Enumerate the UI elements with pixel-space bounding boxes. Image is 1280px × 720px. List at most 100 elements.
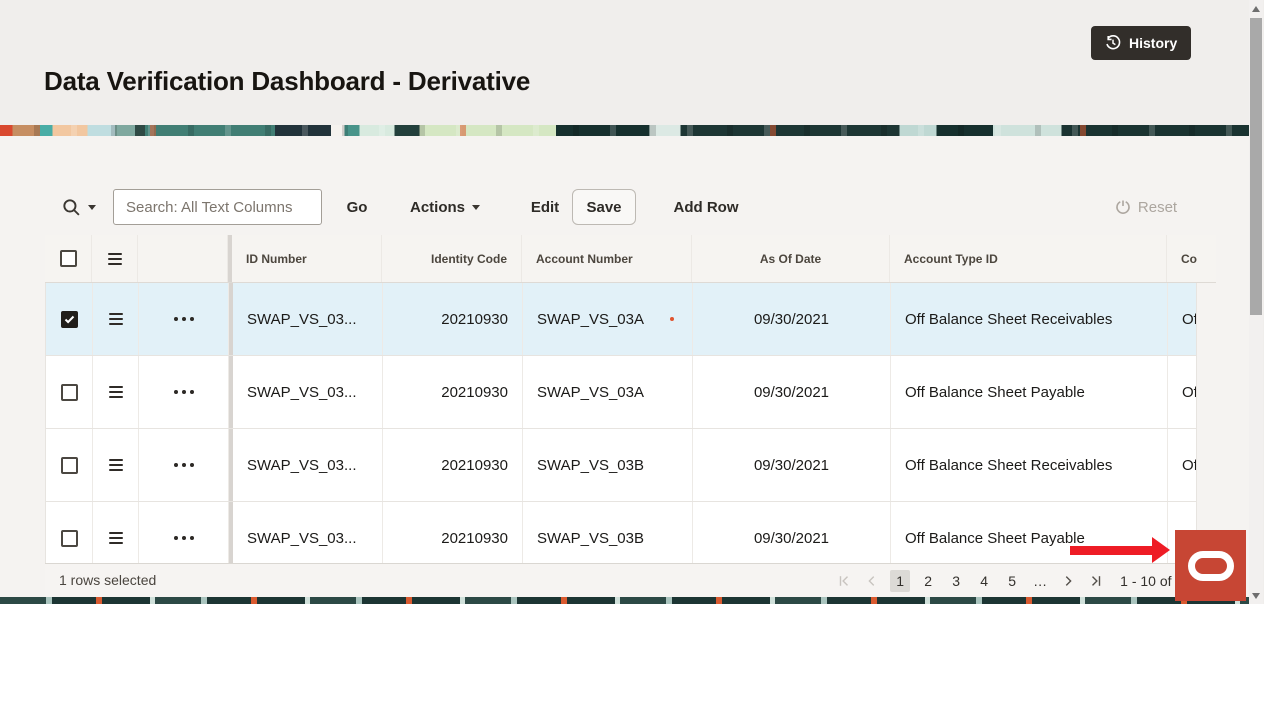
go-button[interactable]: Go bbox=[332, 189, 382, 225]
row-actions-cell bbox=[139, 502, 229, 563]
actions-button-label: Actions bbox=[409, 198, 465, 216]
cell-identity-code[interactable]: 20210930 bbox=[383, 502, 523, 563]
cell-account-number[interactable]: SWAP_VS_03B bbox=[523, 429, 693, 501]
row-select-cell bbox=[46, 283, 93, 355]
cell-account-type-id[interactable]: Off Balance Sheet Payable bbox=[891, 356, 1168, 428]
row-menu-icon[interactable] bbox=[108, 459, 123, 471]
row-actions-icon[interactable] bbox=[173, 317, 194, 321]
cell-as-of-date[interactable]: 09/30/2021 bbox=[693, 502, 891, 563]
row-actions-cell bbox=[139, 283, 229, 355]
row-checkbox[interactable] bbox=[60, 310, 78, 328]
cell-account-type-id[interactable]: Off Balance Sheet Receivables bbox=[891, 283, 1168, 355]
row-actions-cell bbox=[139, 356, 229, 428]
caret-down-icon bbox=[472, 204, 480, 210]
search-options-button[interactable] bbox=[57, 189, 101, 225]
row-checkbox[interactable] bbox=[60, 456, 78, 474]
row-menu-icon bbox=[107, 252, 122, 265]
row-menu-header-cell bbox=[92, 235, 138, 282]
history-icon bbox=[1105, 35, 1121, 51]
table-row[interactable]: SWAP_VS_03... 20210930 SWAP_VS_03A 09/30… bbox=[46, 283, 1196, 356]
row-actions-icon[interactable] bbox=[173, 390, 194, 394]
cell-co[interactable]: Of bbox=[1182, 456, 1197, 474]
row-menu-icon[interactable] bbox=[108, 532, 123, 544]
cell-identity-code[interactable]: 20210930 bbox=[383, 356, 523, 428]
pagination-page-3[interactable]: 3 bbox=[946, 570, 966, 592]
cell-co[interactable]: Of bbox=[1182, 383, 1197, 401]
pagination-page-2[interactable]: 2 bbox=[918, 570, 938, 592]
table-header-row: ID Number Identity Code Account Number A… bbox=[45, 235, 1197, 283]
scrollbar-up-button[interactable] bbox=[1249, 0, 1263, 17]
edit-button[interactable]: Edit bbox=[515, 189, 575, 225]
row-actions-icon[interactable] bbox=[173, 536, 194, 540]
row-select-cell bbox=[46, 502, 93, 563]
row-checkbox[interactable] bbox=[60, 529, 78, 547]
pagination-next-button[interactable] bbox=[1058, 570, 1078, 592]
scrollbar-thumb[interactable] bbox=[1250, 18, 1262, 315]
actions-button[interactable]: Actions bbox=[401, 189, 489, 225]
pagination-last-button[interactable] bbox=[1086, 570, 1106, 592]
row-actions-cell bbox=[139, 429, 229, 501]
select-all-checkbox[interactable] bbox=[59, 250, 77, 267]
row-menu-icon[interactable] bbox=[108, 313, 123, 325]
table-row[interactable]: SWAP_VS_03... 20210930 SWAP_VS_03A 09/30… bbox=[46, 356, 1196, 429]
cell-as-of-date[interactable]: 09/30/2021 bbox=[693, 283, 891, 355]
column-header-account-number[interactable]: Account Number bbox=[522, 235, 692, 282]
column-header-identity-code[interactable]: Identity Code bbox=[382, 235, 522, 282]
oracle-assistant-widget[interactable] bbox=[1175, 530, 1246, 601]
browser-viewport: Data Verification Dashboard - Derivative… bbox=[0, 0, 1264, 604]
table-body: SWAP_VS_03... 20210930 SWAP_VS_03A 09/30… bbox=[45, 283, 1197, 563]
cell-account-number-text: SWAP_VS_03A bbox=[537, 310, 644, 328]
column-header-as-of-date[interactable]: As Of Date bbox=[692, 235, 890, 282]
cell-id-number[interactable]: SWAP_VS_03... bbox=[233, 502, 383, 563]
pagination-prev-button[interactable] bbox=[862, 570, 882, 592]
cell-account-type-id[interactable]: Off Balance Sheet Payable bbox=[891, 502, 1168, 563]
cell-account-number[interactable]: SWAP_VS_03B bbox=[523, 502, 693, 563]
frozen-column-separator bbox=[229, 283, 233, 355]
pagination-page-5[interactable]: 5 bbox=[1002, 570, 1022, 592]
column-header-account-type-id[interactable]: Account Type ID bbox=[890, 235, 1167, 282]
cell-as-of-date[interactable]: 09/30/2021 bbox=[693, 429, 891, 501]
pagination-page-4[interactable]: 4 bbox=[974, 570, 994, 592]
grid-toolbar: Go Actions Edit Save Add Row Reset bbox=[45, 180, 1197, 235]
reset-icon bbox=[1115, 199, 1131, 215]
search-input[interactable] bbox=[113, 189, 322, 225]
cell-identity-code[interactable]: 20210930 bbox=[383, 429, 523, 501]
pagination-page-1[interactable]: 1 bbox=[890, 570, 911, 592]
cell-id-number[interactable]: SWAP_VS_03... bbox=[233, 356, 383, 428]
caret-down-icon bbox=[88, 204, 96, 210]
cell-id-number[interactable]: SWAP_VS_03... bbox=[233, 429, 383, 501]
row-drag-cell bbox=[93, 356, 139, 428]
pagination-first-button[interactable] bbox=[834, 570, 854, 592]
arrow-up-icon bbox=[1252, 5, 1260, 12]
cell-id-number[interactable]: SWAP_VS_03... bbox=[233, 283, 383, 355]
cell-account-number[interactable]: SWAP_VS_03A bbox=[523, 283, 693, 355]
row-drag-cell bbox=[93, 502, 139, 563]
save-button[interactable]: Save bbox=[572, 189, 636, 225]
cell-co[interactable]: Of bbox=[1182, 310, 1197, 328]
decorative-banner bbox=[0, 125, 1249, 136]
search-icon bbox=[62, 198, 81, 217]
header-filler bbox=[1197, 235, 1216, 283]
cell-as-of-date[interactable]: 09/30/2021 bbox=[693, 356, 891, 428]
vertical-scrollbar[interactable] bbox=[1249, 0, 1263, 604]
cell-account-type-id[interactable]: Off Balance Sheet Receivables bbox=[891, 429, 1168, 501]
rows-selected-status: 1 rows selected bbox=[59, 572, 157, 588]
oracle-logo bbox=[1187, 550, 1234, 581]
cell-identity-code[interactable]: 20210930 bbox=[383, 283, 523, 355]
reset-button[interactable]: Reset bbox=[1107, 189, 1185, 225]
frozen-column-separator bbox=[229, 429, 233, 501]
history-button[interactable]: History bbox=[1091, 26, 1192, 60]
row-actions-icon[interactable] bbox=[173, 463, 194, 467]
table-row[interactable]: SWAP_VS_03... 20210930 SWAP_VS_03B 09/30… bbox=[46, 429, 1196, 502]
frozen-column-separator bbox=[229, 356, 233, 428]
pagination-range-label: 1 - 10 of 28 bbox=[1120, 573, 1191, 589]
pagination-ellipsis[interactable]: … bbox=[1030, 570, 1050, 592]
column-header-co[interactable]: Co bbox=[1181, 251, 1197, 266]
column-header-id-number[interactable]: ID Number bbox=[232, 235, 382, 282]
cell-account-number[interactable]: SWAP_VS_03A bbox=[523, 356, 693, 428]
add-row-button[interactable]: Add Row bbox=[663, 189, 749, 225]
row-checkbox[interactable] bbox=[60, 383, 78, 401]
row-menu-icon[interactable] bbox=[108, 386, 123, 398]
table-row[interactable]: SWAP_VS_03... 20210930 SWAP_VS_03B 09/30… bbox=[46, 502, 1196, 563]
scrollbar-down-button[interactable] bbox=[1249, 587, 1263, 604]
